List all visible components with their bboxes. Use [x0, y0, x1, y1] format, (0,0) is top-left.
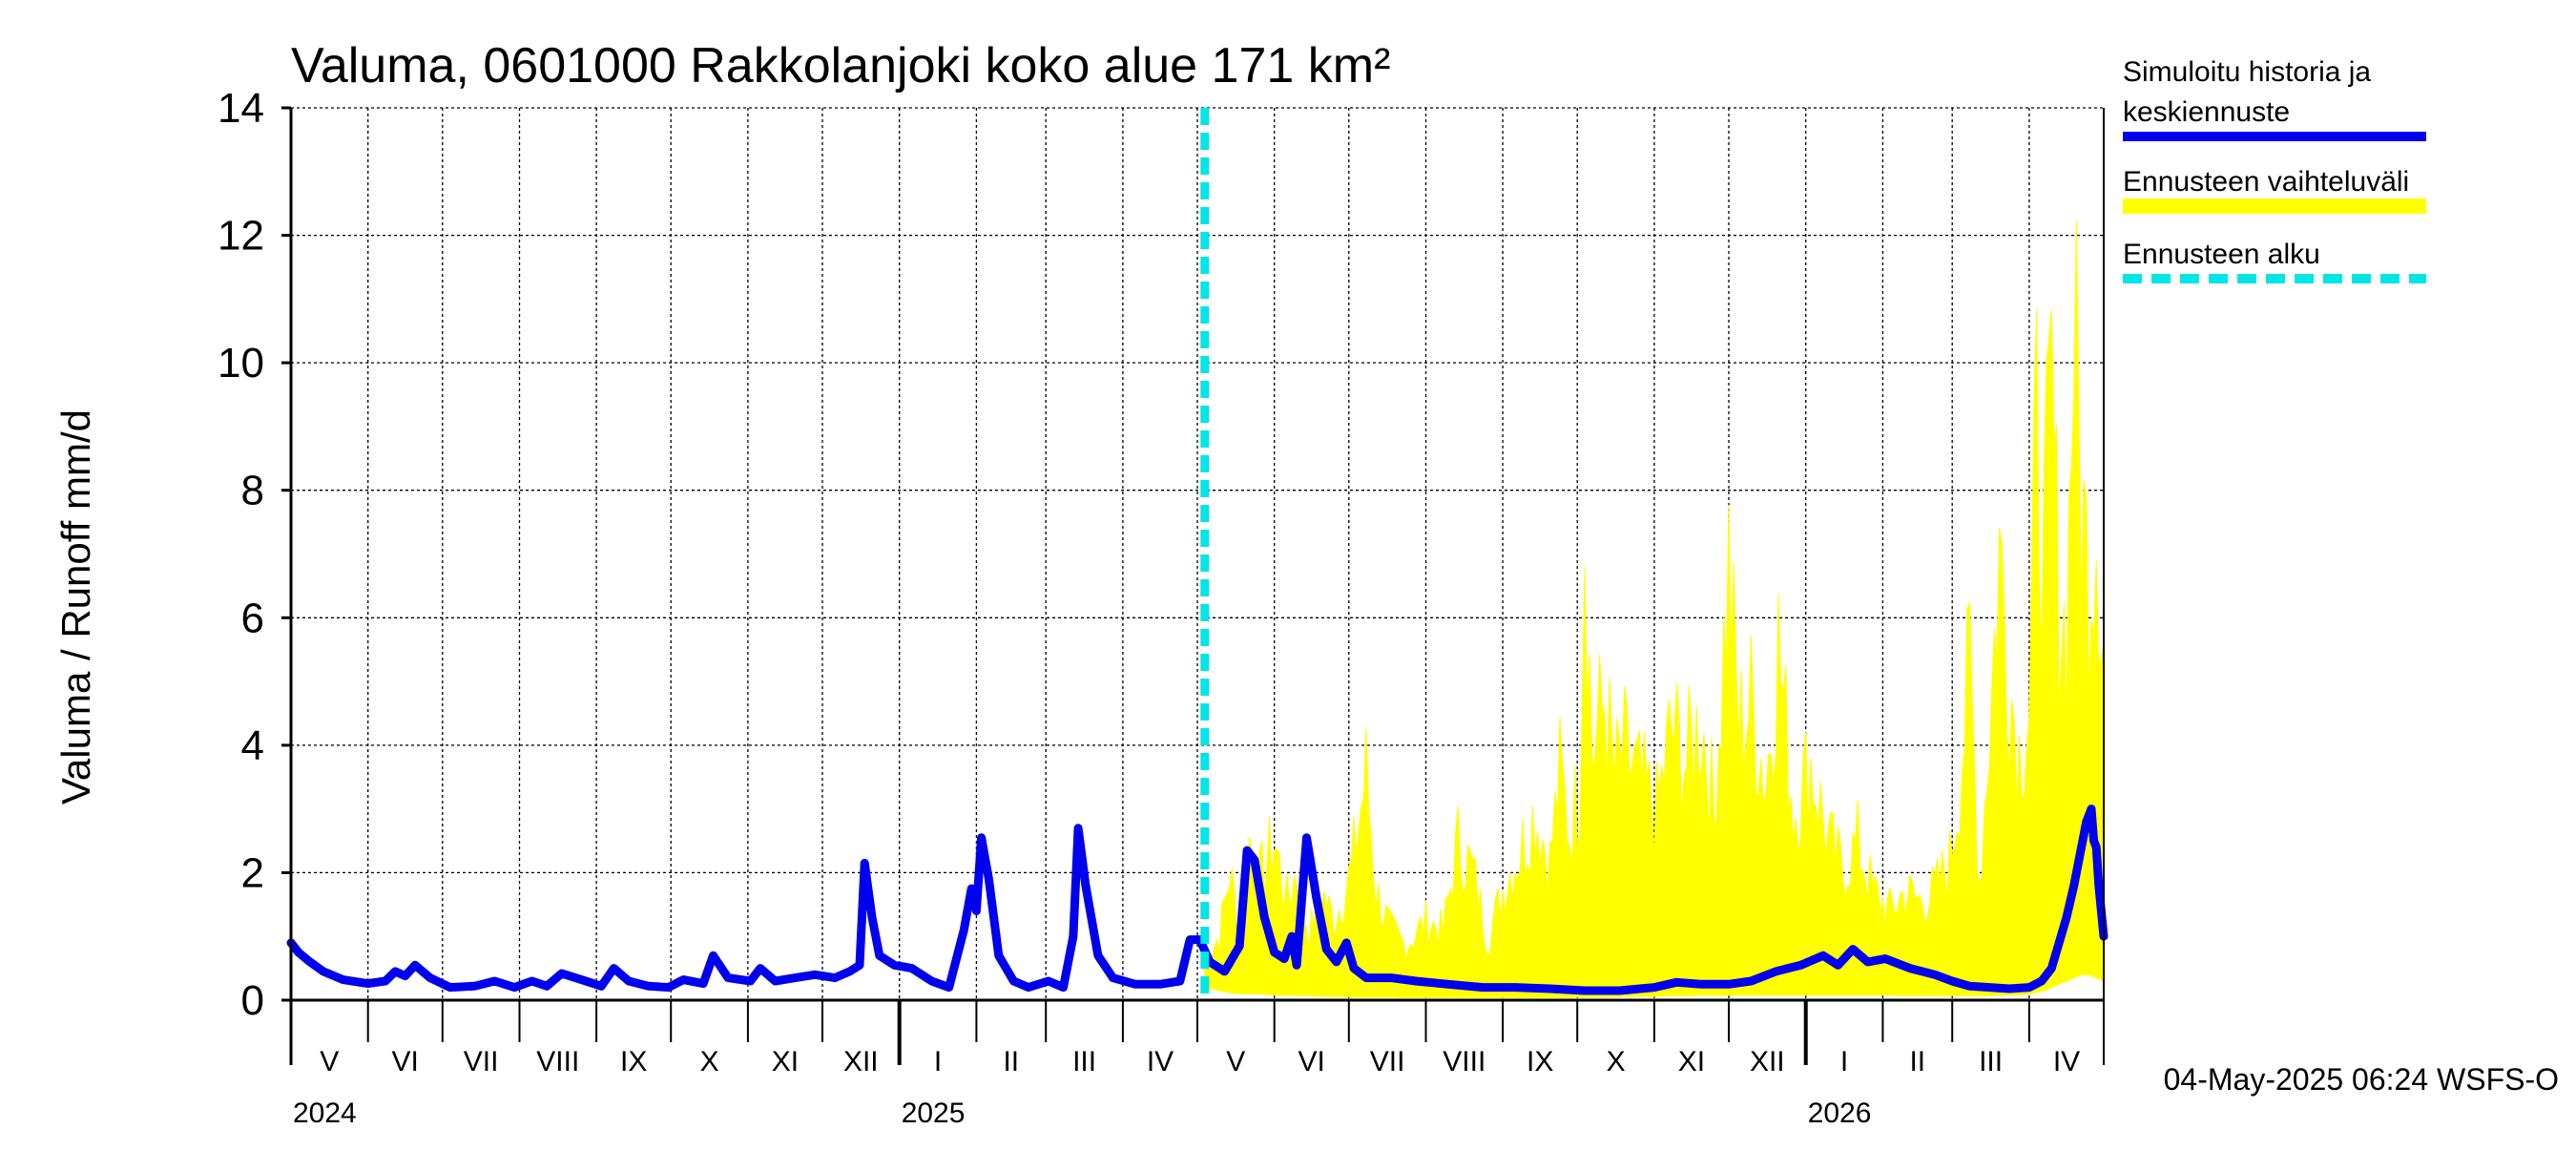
month-label: III	[1072, 1046, 1096, 1077]
chart-title: Valuma, 0601000 Rakkolanjoki koko alue 1…	[291, 38, 1390, 94]
year-label: 2024	[293, 1098, 357, 1129]
year-label: 2025	[902, 1098, 966, 1129]
month-label: IX	[620, 1046, 647, 1077]
month-label: VIII	[536, 1046, 579, 1077]
month-label: IV	[2053, 1046, 2080, 1077]
year-label: 2026	[1808, 1098, 1872, 1129]
legend-simulated-label-line2: keskiennuste	[2123, 96, 2290, 128]
month-label: IX	[1527, 1046, 1553, 1077]
y-tick-label: 4	[241, 722, 264, 769]
legend-range-label: Ennusteen vaihteluväli	[2123, 166, 2409, 198]
month-label: X	[1607, 1046, 1626, 1077]
month-label: II	[1909, 1046, 1925, 1077]
legend-simulated-label-line1: Simuloitu historia ja	[2123, 56, 2371, 88]
y-tick-label: 2	[241, 849, 264, 896]
simulated-runoff-line	[286, 805, 2109, 995]
month-label: VII	[464, 1046, 499, 1077]
month-label: III	[1979, 1046, 2003, 1077]
y-tick-label: 8	[241, 468, 264, 514]
month-label: X	[700, 1046, 719, 1077]
y-tick-label: 14	[218, 85, 264, 132]
month-label: XII	[1750, 1046, 1785, 1077]
month-label: XI	[1678, 1046, 1705, 1077]
month-label: VIII	[1443, 1046, 1485, 1077]
legend: Simuloitu historia ja keskiennuste Ennus…	[2123, 56, 2426, 283]
year-labels-layer: 2024 2025 2026	[293, 1000, 1871, 1129]
month-label: II	[1003, 1046, 1019, 1077]
timestamp: 04-May-2025 06:24 WSFS-O	[2164, 1062, 2559, 1097]
month-label: I	[1840, 1046, 1848, 1077]
month-label: I	[934, 1046, 942, 1077]
month-labels-layer: V VI VII VIII IX X XI XII I II III IV V VI VII VIII IX X X…	[320, 1000, 2080, 1077]
y-tick-label: 0	[241, 977, 264, 1024]
legend-forecast-start-label: Ennusteen alku	[2123, 239, 2320, 270]
month-label: IV	[1147, 1046, 1174, 1077]
month-label: VII	[1370, 1046, 1405, 1077]
simulated-line-layer	[286, 805, 2109, 995]
month-label: V	[1226, 1046, 1245, 1077]
month-label: VI	[392, 1046, 419, 1077]
month-label: XII	[843, 1046, 879, 1077]
month-label: VI	[1298, 1046, 1325, 1077]
y-axis-label: Valuma / Runoff mm/d	[53, 409, 98, 805]
grid-layer	[291, 107, 2104, 1000]
y-tick-label: 6	[241, 595, 264, 641]
y-tick-label: 12	[218, 213, 264, 260]
month-label: V	[320, 1046, 339, 1077]
y-tick-label: 10	[218, 340, 264, 387]
month-label: XI	[772, 1046, 799, 1077]
y-ticks-layer: 0 2 4 6 8 10 12 14	[218, 85, 291, 1024]
